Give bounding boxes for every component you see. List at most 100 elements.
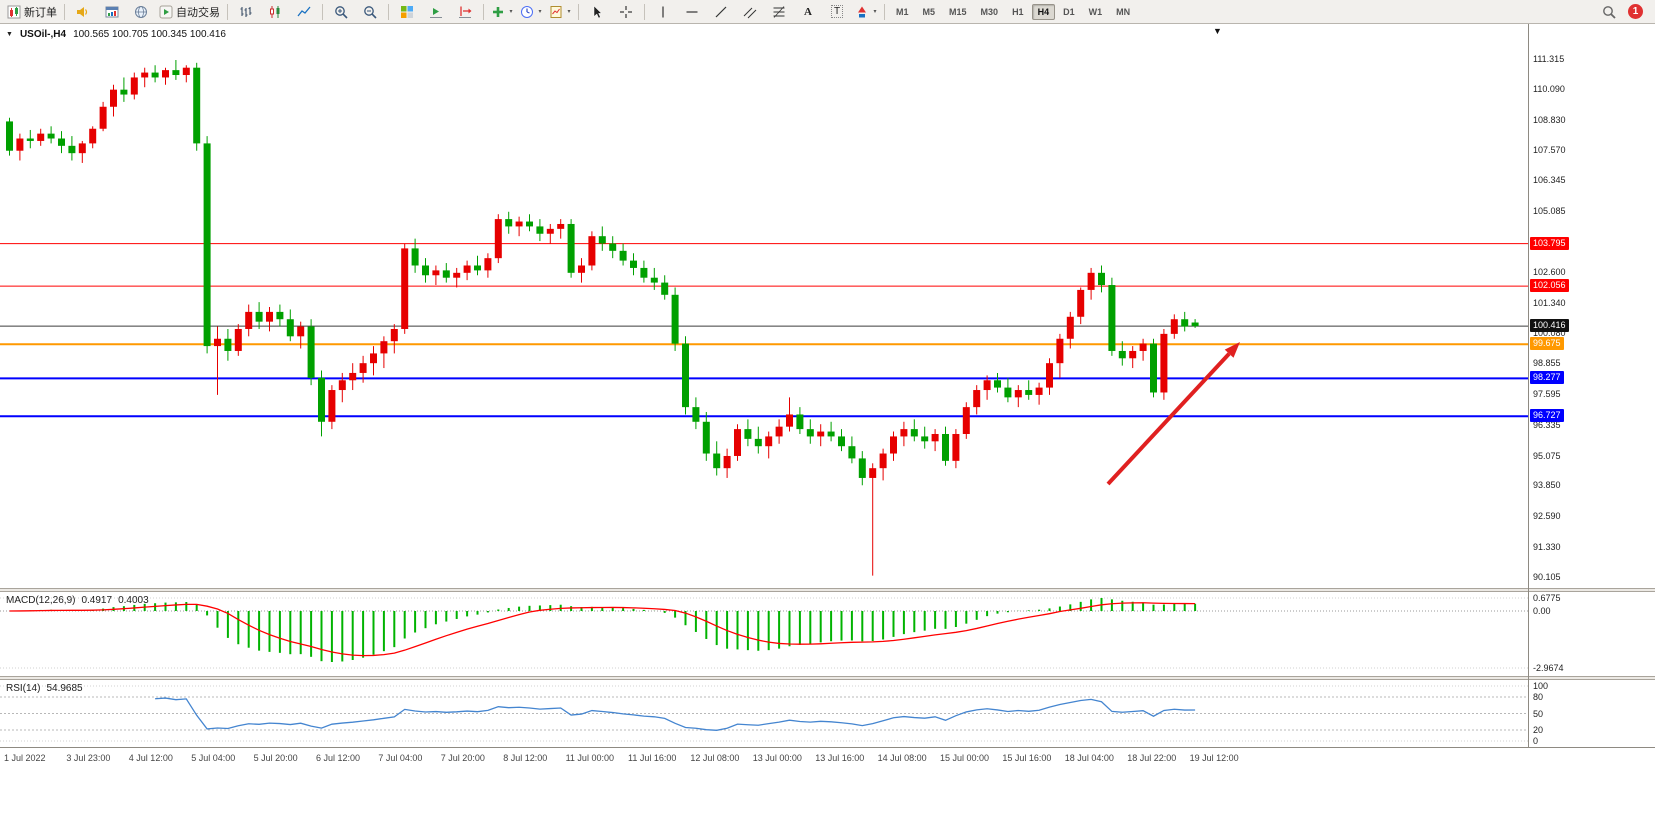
chevron-down-icon: ▾ [509, 9, 513, 15]
hline-price-badge: 102.056 [1530, 279, 1569, 293]
time-label: 19 Jul 12:00 [1189, 753, 1239, 763]
chart-shift-button[interactable] [451, 2, 479, 22]
globe-icon [134, 5, 148, 19]
rsi-label-row: RSI(14) 54.9685 [6, 683, 83, 694]
label-tool-icon: T [830, 5, 844, 18]
new-order-label: 新订单 [24, 6, 57, 19]
time-label: 6 Jul 12:00 [316, 753, 361, 763]
bar-chart-icon [239, 5, 253, 19]
time-label: 18 Jul 04:00 [1064, 753, 1114, 763]
search-button[interactable] [1595, 2, 1623, 22]
chart-title-caret-icon[interactable]: ▼ [6, 31, 13, 38]
panel-splitter[interactable] [0, 588, 1655, 592]
label-tool[interactable]: T [823, 2, 851, 22]
timeframe-h4[interactable]: H4 [1031, 3, 1056, 20]
channel-icon [743, 5, 757, 19]
timeframe-m30[interactable]: M30 [980, 6, 999, 17]
separator [322, 3, 323, 20]
indicators-button[interactable]: ▾ [488, 2, 516, 22]
price-tick: 91.330 [1533, 542, 1561, 553]
fibonacci-tool[interactable] [765, 2, 793, 22]
macd-signal-value: 0.4003 [118, 595, 149, 606]
macd-label-row: MACD(12,26,9) 0.4917 0.4003 [6, 595, 149, 606]
timeframe-d1[interactable]: D1 [1063, 6, 1075, 17]
chart-shift-marker[interactable]: ▼ [1213, 26, 1222, 36]
new-order-button[interactable]: 新订单 [4, 2, 60, 22]
separator [884, 3, 885, 20]
price-tick: 90.105 [1533, 571, 1561, 582]
tile-windows-button[interactable] [393, 2, 421, 22]
line-chart-button[interactable] [290, 2, 318, 22]
price-tick: 93.850 [1533, 480, 1561, 491]
macd-scale-label: -2.9674 [1533, 663, 1564, 673]
clock-icon [520, 5, 534, 19]
toolbar: 新订单 自动交易 [0, 0, 1655, 24]
tile-windows-icon [400, 5, 414, 19]
timeframe-w1[interactable]: W1 [1088, 6, 1103, 17]
panel-splitter[interactable] [0, 676, 1655, 680]
autotrading-label: 自动交易 [176, 6, 220, 19]
rsi-panel[interactable]: RSI(14) 54.9685 [0, 680, 1655, 747]
time-label: 14 Jul 08:00 [877, 753, 927, 763]
timeframe-h1[interactable]: H1 [1012, 6, 1024, 17]
chart-shift-icon [458, 5, 472, 19]
price-tick: 92.590 [1533, 511, 1561, 522]
horizontal-line-tool[interactable] [678, 2, 706, 22]
autotrading-button[interactable]: 自动交易 [156, 2, 223, 22]
text-tool[interactable]: A [794, 2, 822, 22]
templates-button[interactable]: ▾ [546, 2, 574, 22]
autoscroll-button[interactable] [422, 2, 450, 22]
macd-label: MACD(12,26,9) [6, 595, 76, 606]
zoom-in-icon [334, 5, 348, 19]
price-axis[interactable]: 111.315 110.090 108.830 107.570 106.345 105.0… [1529, 0, 1655, 820]
notification-badge[interactable]: 1 [1628, 4, 1643, 19]
shapes-button[interactable]: ▾ [852, 2, 880, 22]
trend-arrow[interactable] [1106, 352, 1231, 486]
macd-main-value: 0.4917 [81, 595, 113, 606]
time-axis[interactable]: 1 Jul 2022 3 Jul 23:00 4 Jul 12:00 5 Jul 04… [0, 747, 1655, 820]
zoom-out-button[interactable] [356, 2, 384, 22]
bar-chart-button[interactable] [232, 2, 260, 22]
alerts-button[interactable] [69, 2, 97, 22]
chevron-down-icon: ▾ [538, 9, 542, 15]
price-tick: 111.315 [1533, 54, 1565, 64]
autoscroll-icon [429, 5, 443, 19]
price-tick: 106.345 [1533, 175, 1566, 186]
trend-arrow-head[interactable] [1224, 342, 1240, 358]
time-label: 13 Jul 00:00 [752, 753, 802, 763]
macd-scale-label: 0.00 [1533, 606, 1551, 616]
periods-button[interactable]: ▾ [517, 2, 545, 22]
time-label: 18 Jul 22:00 [1127, 753, 1177, 763]
rsi-line [155, 697, 1196, 731]
cursor-button[interactable] [583, 2, 611, 22]
add-indicator-icon [491, 5, 505, 19]
chevron-down-icon: ▾ [873, 9, 877, 15]
autotrading-play-icon [159, 5, 173, 19]
timeframe-m1[interactable]: M1 [896, 6, 909, 17]
timeframe-mn[interactable]: MN [1116, 6, 1131, 17]
macd-panel[interactable]: MACD(12,26,9) 0.4917 0.4003 [0, 592, 1655, 676]
time-label: 4 Jul 12:00 [128, 753, 173, 763]
candles [6, 60, 1199, 576]
vertical-line-tool[interactable] [649, 2, 677, 22]
zoom-in-button[interactable] [327, 2, 355, 22]
shapes-icon [855, 5, 869, 19]
current-price-badge: 100.416 [1530, 319, 1569, 333]
candlestick-chart-button[interactable] [261, 2, 289, 22]
timeframe-m15[interactable]: M15 [949, 6, 967, 17]
time-label: 3 Jul 23:00 [66, 753, 111, 763]
trendline-tool[interactable] [707, 2, 735, 22]
hline-price-badge: 103.795 [1530, 236, 1569, 250]
separator [388, 3, 389, 20]
main-chart[interactable]: ▼ USOil-,H4 100.565 100.705 100.345 100.… [0, 24, 1655, 588]
time-label: 5 Jul 20:00 [253, 753, 298, 763]
hline-price-badge: 96.727 [1530, 409, 1564, 423]
market-watch-button[interactable] [98, 2, 126, 22]
timeframe-m5[interactable]: M5 [922, 6, 936, 17]
time-label: 5 Jul 04:00 [191, 753, 236, 763]
horn-icon [76, 5, 90, 19]
crosshair-button[interactable] [612, 2, 640, 22]
channel-tool[interactable] [736, 2, 764, 22]
navigator-button[interactable] [127, 2, 155, 22]
